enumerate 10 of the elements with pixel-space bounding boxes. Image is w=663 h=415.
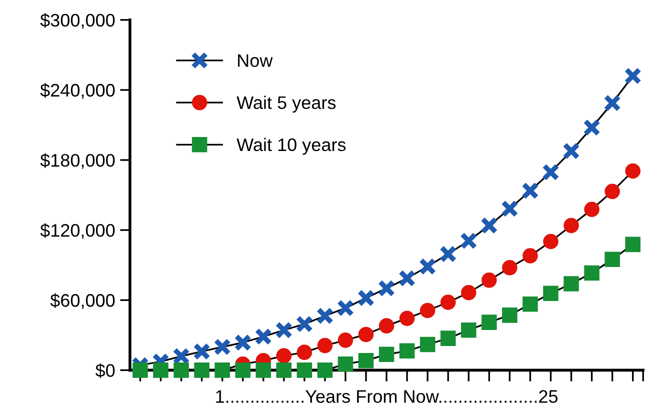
y-tick-label: $300,000 bbox=[40, 13, 115, 29]
y-tick-label: $240,000 bbox=[40, 83, 115, 99]
legend-label: Wait 10 years bbox=[236, 138, 346, 155]
legend-label: Wait 5 years bbox=[236, 96, 336, 113]
y-tick-label: $180,000 bbox=[40, 153, 115, 169]
x-axis-title: 1................Years From Now....................25 bbox=[216, 390, 558, 403]
y-tick-label: $0 bbox=[95, 363, 115, 378]
y-tick-label: $60,000 bbox=[50, 293, 115, 309]
y-tick-label: $120,000 bbox=[40, 223, 115, 239]
legend-label: Now bbox=[238, 54, 273, 67]
